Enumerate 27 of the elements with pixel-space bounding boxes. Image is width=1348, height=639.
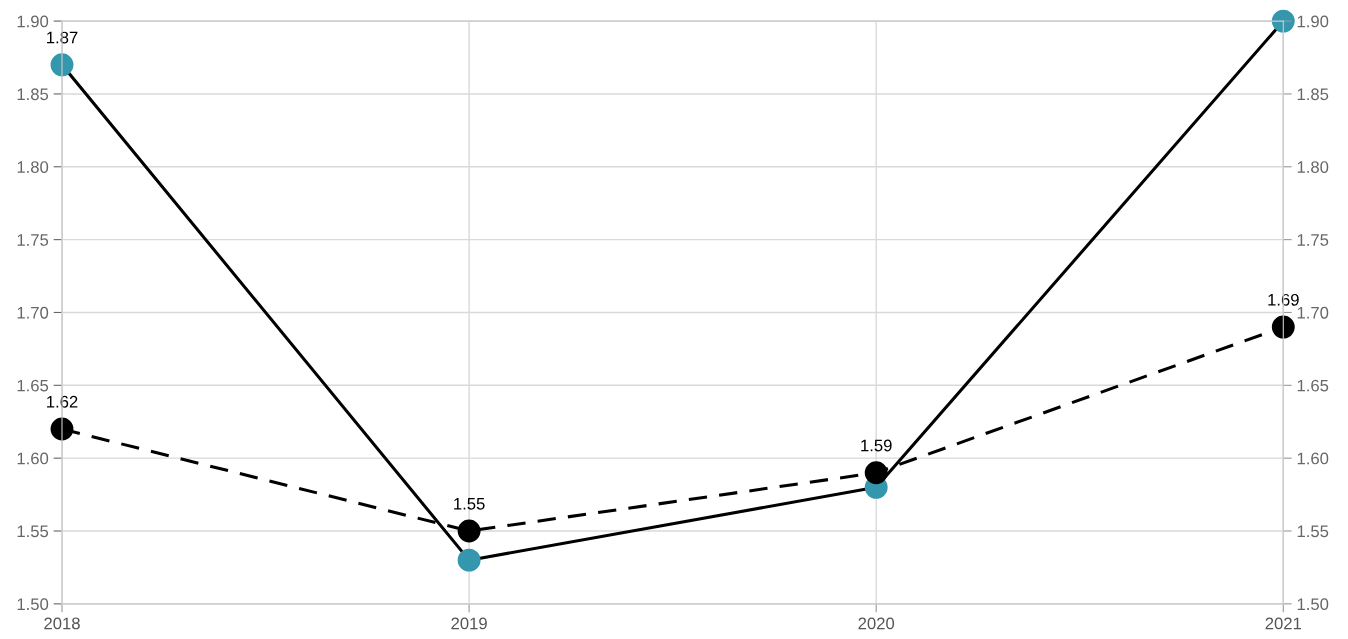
y-tick-label: 1.90 xyxy=(17,15,49,28)
data-label: 1.62 xyxy=(47,395,78,408)
y2-tick-label: 1.55 xyxy=(1297,525,1329,538)
x-tick-label: 2020 xyxy=(858,617,895,630)
x-tick-label: 2019 xyxy=(451,617,487,630)
y2-tick-label: 1.80 xyxy=(1297,161,1329,173)
y2-tick-label: 1.90 xyxy=(1297,15,1329,28)
x-tick-label: 2018 xyxy=(44,617,80,630)
y2-tick-label: 1.60 xyxy=(1297,452,1329,465)
y2-tick-label: 1.75 xyxy=(1297,234,1329,246)
data-label: 1.69 xyxy=(1268,293,1299,306)
y-tick-label: 1.75 xyxy=(17,234,49,246)
y-tick-label: 1.55 xyxy=(17,525,49,538)
y2-tick-label: 1.50 xyxy=(1297,598,1329,611)
y-tick-label: 1.85 xyxy=(17,88,49,101)
data-label: 1.87 xyxy=(47,31,78,44)
y2-tick-label: 1.85 xyxy=(1297,88,1329,101)
data-label: 1.59 xyxy=(861,439,892,452)
y2-tick-label: 1.70 xyxy=(1297,306,1329,319)
y-tick-label: 1.60 xyxy=(17,452,49,465)
y-tick-label: 1.80 xyxy=(17,161,49,173)
x-tick-label: 2021 xyxy=(1265,617,1302,630)
y-tick-label: 1.65 xyxy=(17,379,49,392)
y2-tick-label: 1.65 xyxy=(1297,379,1329,392)
y-tick-label: 1.70 xyxy=(17,306,49,319)
y-tick-label: 1.50 xyxy=(17,598,49,611)
data-label: 1.55 xyxy=(454,498,485,510)
